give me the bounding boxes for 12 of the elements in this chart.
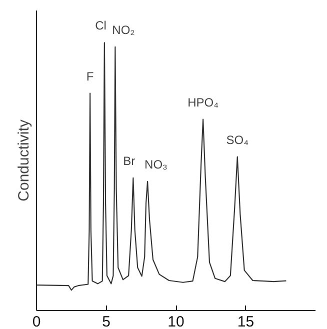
annotation: NO₂ xyxy=(112,22,136,37)
x-tick-label: 0 xyxy=(32,314,41,329)
annotation: Br xyxy=(123,154,136,168)
x-tick-label: 5 xyxy=(102,314,110,329)
x-tick-label: 10 xyxy=(168,314,184,329)
annotation: F xyxy=(86,69,94,84)
annotation: Cl xyxy=(95,18,106,33)
annotation: NO₃ xyxy=(144,157,168,172)
x-tick-label: 15 xyxy=(237,314,254,329)
annotation: SO₄ xyxy=(226,132,249,147)
y-axis-title: Conductivity xyxy=(16,119,32,202)
annotation: HPO₄ xyxy=(188,95,219,110)
